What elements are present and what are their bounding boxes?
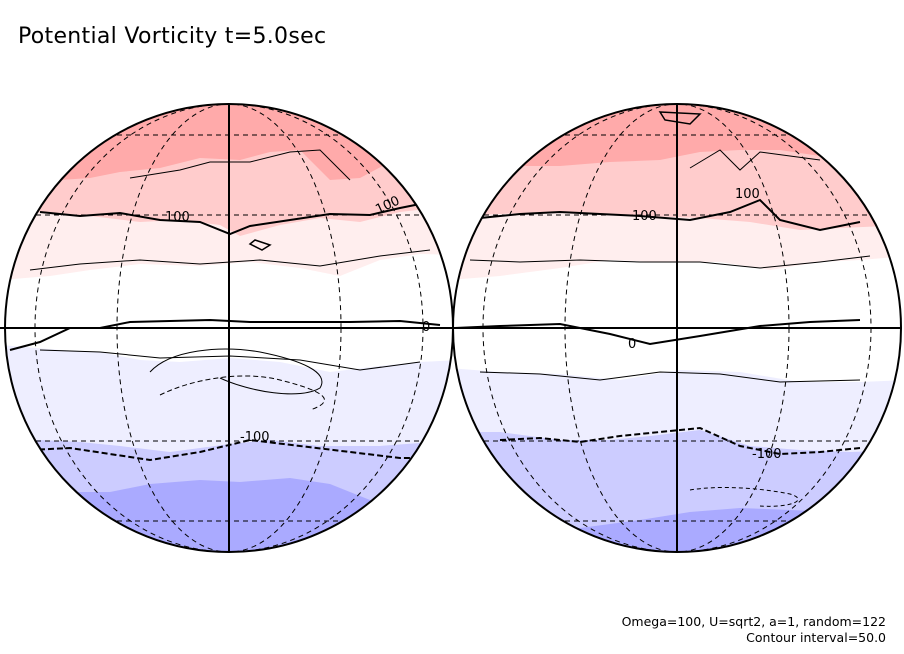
right-contour-label: 0 <box>628 337 636 352</box>
left-contour-label: 100 <box>165 210 190 225</box>
right-contour-label: 100 <box>632 209 657 224</box>
left-contour-label: -100 <box>240 430 270 445</box>
plot-title: Potential Vorticity t=5.0sec <box>18 24 327 49</box>
right-contour-label: 100 <box>735 187 760 202</box>
right-contours <box>454 111 871 507</box>
left-contour-label: 0 <box>422 320 430 335</box>
contour-interval-line: Contour interval=50.0 <box>746 630 886 645</box>
right-globe: 100 100 0 -100 <box>452 103 902 553</box>
right-contour-label: -100 <box>752 447 782 462</box>
parameter-line: Omega=100, U=sqrt2, a=1, random=122 <box>621 614 886 629</box>
parameter-caption: Omega=100, U=sqrt2, a=1, random=122 Cont… <box>622 614 886 646</box>
left-globe: 100 100 0 -100 <box>4 103 454 553</box>
